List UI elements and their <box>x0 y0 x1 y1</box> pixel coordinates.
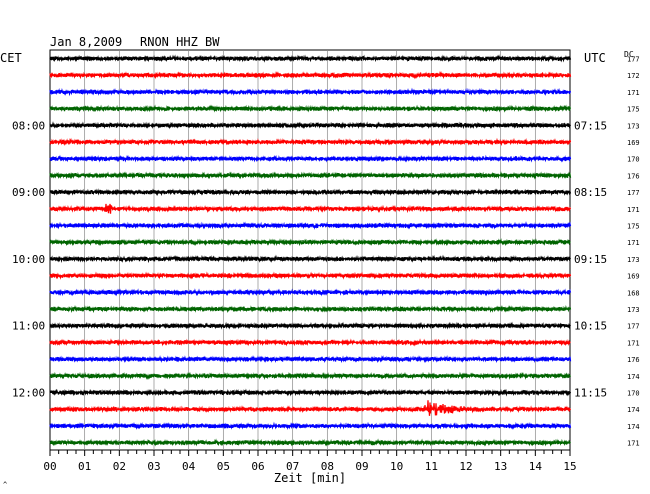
dc-label: 175 <box>627 223 640 231</box>
dc-label: 177 <box>627 323 640 331</box>
corner-mark: ^ <box>3 481 7 489</box>
cet-hour-label: 10:00 <box>12 253 45 266</box>
utc-hour-labels: 07:15 08:15 09:15 10:15 11:15 <box>574 119 607 399</box>
dc-label: 173 <box>627 122 640 130</box>
trace-line <box>49 238 571 247</box>
dc-label: 173 <box>627 256 640 264</box>
trace-line <box>49 171 572 180</box>
trace-line <box>49 104 572 113</box>
dc-label: 170 <box>627 390 640 398</box>
chart-station: RNON HHZ BW <box>140 35 220 49</box>
trace-line <box>49 271 572 280</box>
dc-label: 172 <box>627 72 640 80</box>
utc-hour-label: 11:15 <box>574 387 607 400</box>
x-tick-label: 11 <box>425 460 438 473</box>
dc-label: 176 <box>627 172 640 180</box>
dc-label: 171 <box>627 339 640 347</box>
cet-hour-labels: 08:00 09:00 10:00 11:00 12:00 <box>12 119 45 399</box>
x-tick-label: 05 <box>217 460 230 473</box>
trace-line <box>49 388 572 397</box>
x-tick-label: 07 <box>286 460 299 473</box>
seismic-traces <box>49 54 572 447</box>
cet-hour-label: 08:00 <box>12 119 45 132</box>
x-tick-label: 13 <box>494 460 507 473</box>
dc-label: 169 <box>627 139 640 147</box>
trace-line <box>49 254 572 264</box>
trace-line <box>49 371 572 380</box>
x-tick-label: 04 <box>182 460 196 473</box>
x-tick-label: 08 <box>321 460 334 473</box>
trace-line <box>49 70 572 80</box>
dc-label: 171 <box>627 206 640 214</box>
dc-label: 176 <box>627 356 640 364</box>
trace-line <box>49 321 571 330</box>
dc-label: 171 <box>627 239 640 247</box>
dc-label: 171 <box>627 89 640 97</box>
trace-line <box>49 400 572 416</box>
dc-label: 170 <box>627 156 640 164</box>
right-timezone-label: UTC <box>584 51 606 65</box>
trace-line <box>49 221 572 230</box>
trace-line <box>49 121 572 130</box>
dc-label: 177 <box>627 56 640 64</box>
dc-label: 175 <box>627 106 640 114</box>
trace-line <box>49 304 572 314</box>
trace-line <box>49 354 572 364</box>
trace-line <box>49 438 571 447</box>
utc-hour-label: 08:15 <box>574 186 607 199</box>
dc-column-label: DC <box>624 50 634 59</box>
utc-hour-label: 09:15 <box>574 253 607 266</box>
x-tick-label: 10 <box>390 460 403 473</box>
x-axis-title: Zeit [min] <box>274 471 346 485</box>
x-tick-label: 14 <box>529 460 543 473</box>
trace-line <box>49 188 572 197</box>
dc-label: 174 <box>627 423 640 431</box>
dc-label: 174 <box>627 373 640 381</box>
x-tick-label: 09 <box>355 460 368 473</box>
chart-date: Jan 8,2009 <box>50 35 122 49</box>
left-timezone-label: CET <box>0 51 22 65</box>
utc-hour-label: 10:15 <box>574 320 607 333</box>
dc-label: 169 <box>627 273 640 281</box>
trace-line <box>49 421 572 431</box>
trace-line <box>49 288 572 297</box>
x-axis: 00 01 02 03 04 05 06 07 08 09 10 11 12 13 14 15 <box>43 450 577 473</box>
x-tick-label: 01 <box>78 460 91 473</box>
trace-line <box>49 87 572 97</box>
dc-label: 173 <box>627 306 640 314</box>
trace-line <box>49 54 572 63</box>
dc-offset-labels: 177 172 171 175 173 169 170 176 177 171 175 171 173 1… <box>627 56 640 448</box>
trace-line <box>49 137 572 147</box>
dc-label: 168 <box>627 289 640 297</box>
x-tick-label: 03 <box>147 460 160 473</box>
x-tick-label: 06 <box>251 460 264 473</box>
x-tick-label: 00 <box>43 460 56 473</box>
trace-line <box>49 154 572 163</box>
dc-label: 174 <box>627 406 640 414</box>
utc-hour-label: 07:15 <box>574 119 607 132</box>
dc-label: 171 <box>627 440 640 448</box>
trace-line <box>49 338 571 347</box>
dc-label: 177 <box>627 189 640 197</box>
cet-hour-label: 09:00 <box>12 186 45 199</box>
x-tick-label: 02 <box>113 460 126 473</box>
x-tick-label: 15 <box>563 460 576 473</box>
cet-hour-label: 12:00 <box>12 387 45 400</box>
grid-lines <box>84 50 536 450</box>
cet-hour-label: 11:00 <box>12 320 45 333</box>
x-tick-label: 12 <box>459 460 472 473</box>
trace-line <box>49 203 572 214</box>
